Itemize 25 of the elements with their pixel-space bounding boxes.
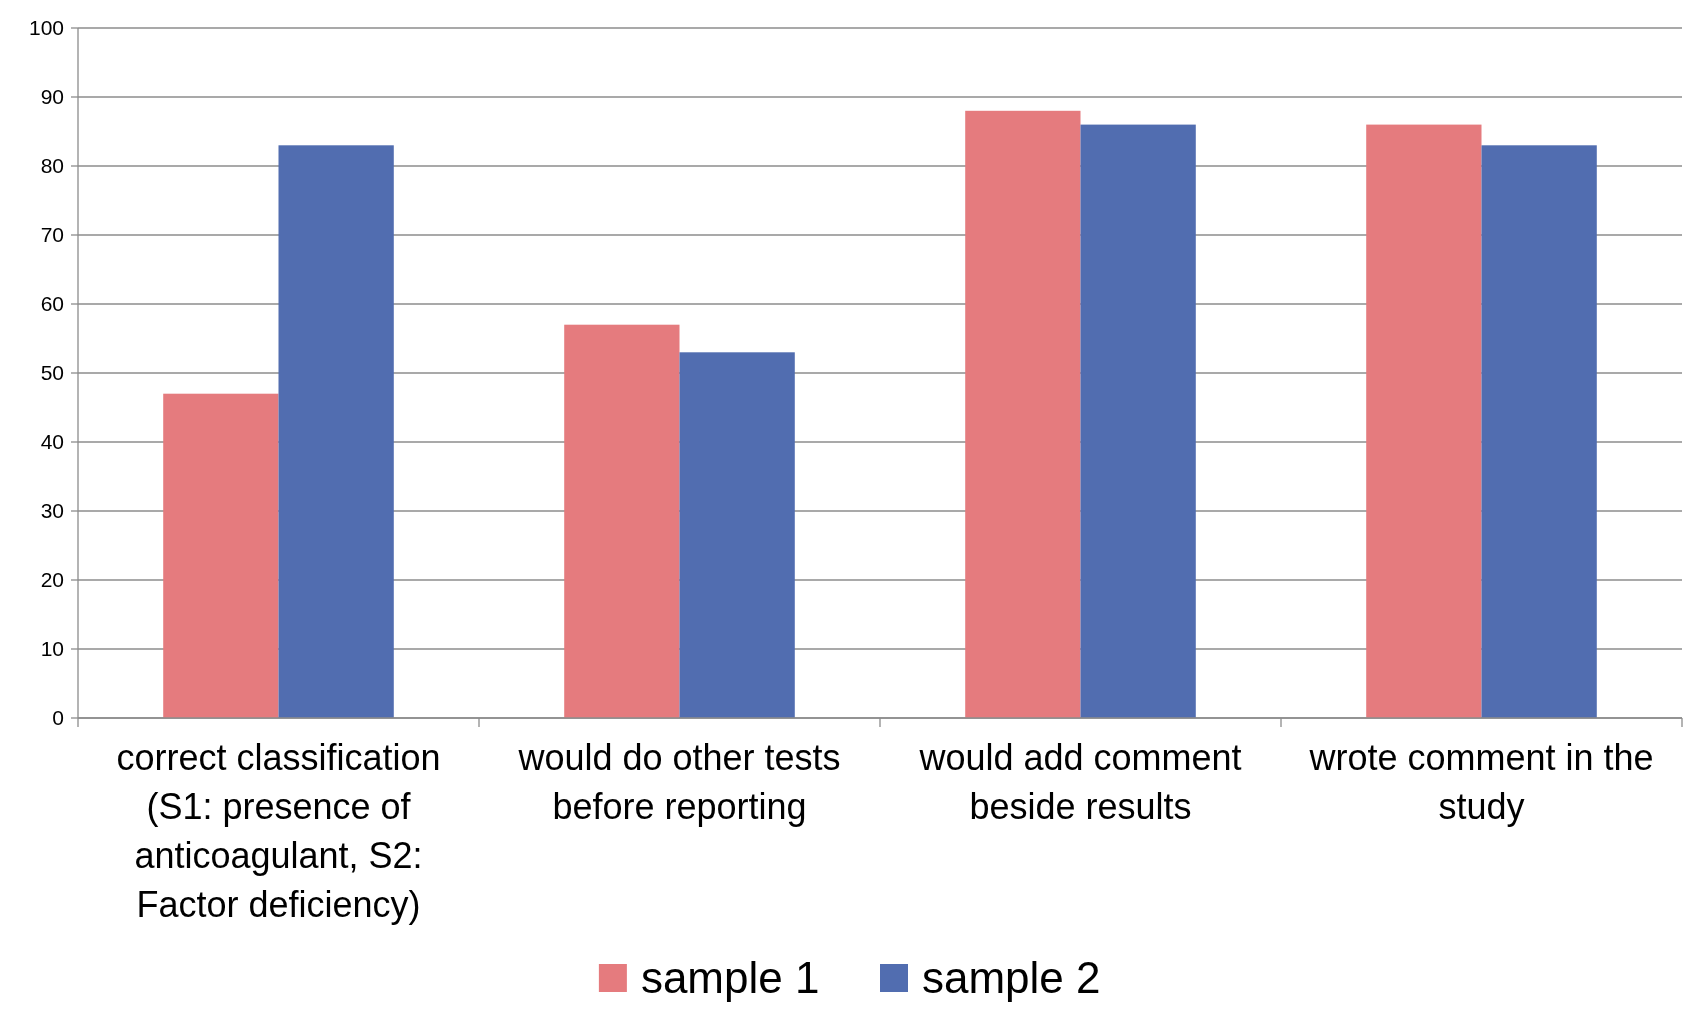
x-tick-label: would add comment beside results [918,737,1242,827]
y-tick-label: 60 [40,292,64,316]
x-tick-label: wrote comment in the study [1308,737,1654,827]
bar [1366,124,1482,718]
y-tick-label: 0 [52,706,64,730]
bar [965,110,1081,718]
y-tick-label: 70 [40,223,64,247]
x-tick-label: correct classification (S1: presence of anticoagulant, S2: Factor deficiency) [116,737,441,925]
y-tick-label: 90 [40,85,64,109]
x-tick-label: would do other tests before reporting [517,737,841,827]
y-tick-label: 80 [40,154,64,178]
y-tick-label: 100 [28,16,64,40]
y-tick-label: 50 [40,361,64,385]
bar [564,324,680,718]
bar [679,352,795,718]
bar [1080,124,1196,718]
bar [1481,145,1597,718]
y-tick-label: 40 [40,430,64,454]
bar [163,393,279,718]
y-tick-label: 30 [40,499,64,523]
y-tick-label: 20 [40,568,64,592]
y-tick-label: 10 [40,637,64,661]
legend-label: sample 2 [922,953,1101,1003]
legend-label: sample 1 [640,953,820,1003]
bar [278,145,394,718]
